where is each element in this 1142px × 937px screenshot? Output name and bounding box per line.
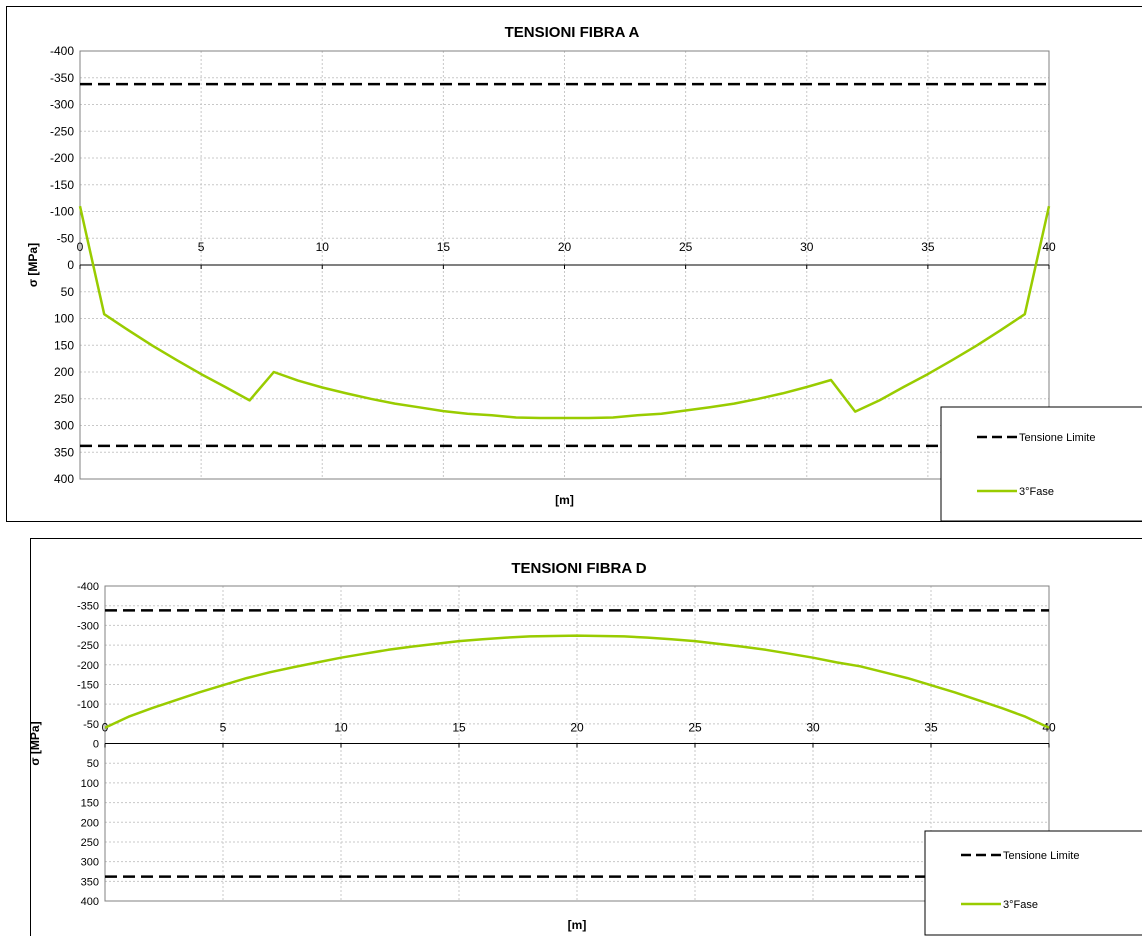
- x-tick-label: 40: [1042, 240, 1056, 254]
- legend-box: [940, 406, 1142, 522]
- y-tick-label: 0: [93, 739, 99, 751]
- y-tick-label: -350: [77, 601, 99, 613]
- x-tick-label: 15: [437, 240, 451, 254]
- y-tick-label: 350: [54, 445, 74, 459]
- y-tick-label: -300: [77, 620, 99, 632]
- y-tick-label: 100: [54, 312, 74, 326]
- y-tick-label: -200: [50, 151, 74, 165]
- y-tick-label: 350: [81, 876, 99, 888]
- y-tick-label: -100: [77, 699, 99, 711]
- y-tick-label: -150: [50, 178, 74, 192]
- legend-label: 3°Fase: [1019, 486, 1054, 498]
- chart-title: TENSIONI FIBRA D: [511, 560, 646, 577]
- legend-label: Tensione Limite: [1003, 850, 1079, 862]
- x-axis-label: [m]: [555, 493, 574, 507]
- y-tick-label: 400: [54, 472, 74, 486]
- y-tick-label: 400: [81, 896, 99, 908]
- y-tick-label: -50: [83, 719, 99, 731]
- y-tick-label: 0: [67, 258, 74, 272]
- chart-fibra-a: TENSIONI FIBRA A -400 -350 -300 -250 -200 -150…: [26, 24, 1142, 522]
- x-tick-label: 5: [220, 721, 227, 735]
- y-tick-label: 300: [54, 419, 74, 433]
- y-tick-label: -400: [50, 44, 74, 58]
- y-tick-label: 50: [61, 285, 75, 299]
- x-tick-label: 35: [921, 240, 935, 254]
- y-tick-label: 250: [81, 837, 99, 849]
- chart-title: TENSIONI FIBRA A: [505, 24, 640, 41]
- x-tick-label: 35: [924, 721, 938, 735]
- series-line-3-fase: [78, 205, 1051, 420]
- y-tick-label: -150: [77, 679, 99, 691]
- y-tick-label: -250: [77, 640, 99, 652]
- x-tick-label: 10: [316, 240, 330, 254]
- x-tick-label: 0: [77, 240, 84, 254]
- x-tick-label: 15: [452, 721, 466, 735]
- x-tick-label: 40: [1042, 721, 1056, 735]
- y-tick-label: -250: [50, 124, 74, 138]
- chart-panel-fibra-d: TENSIONI FIBRA D -400 -350 -300 -250 -200 -150…: [28, 538, 1142, 936]
- y-tick-label: -400: [77, 581, 99, 593]
- x-tick-label: 20: [570, 721, 584, 735]
- x-tick-label: 30: [806, 721, 820, 735]
- x-tick-label: 5: [198, 240, 205, 254]
- legend-label: Tensione Limite: [1019, 432, 1095, 444]
- y-tick-label: -100: [50, 205, 74, 219]
- y-tick-label: 100: [81, 778, 99, 790]
- x-tick-label: 25: [688, 721, 702, 735]
- y-tick-label: -350: [50, 71, 74, 85]
- x-tick-label: 10: [334, 721, 348, 735]
- chart-panel-fibra-a: TENSIONI FIBRA A -400 -350 -300 -250 -200 -150…: [6, 6, 1142, 522]
- y-axis-label: σ [MPa]: [28, 721, 42, 765]
- y-tick-label: 200: [54, 365, 74, 379]
- y-tick-label: -200: [77, 660, 99, 672]
- x-tick-label: 20: [558, 240, 572, 254]
- y-tick-label: 200: [81, 817, 99, 829]
- legend-label: 3°Fase: [1003, 899, 1038, 911]
- y-tick-label: 300: [81, 857, 99, 869]
- series-line-3-fase: [104, 634, 1050, 729]
- x-axis-label: [m]: [568, 918, 587, 932]
- x-tick-label: 25: [679, 240, 693, 254]
- y-tick-label: -300: [50, 98, 74, 112]
- y-tick-label: -50: [57, 231, 75, 245]
- y-tick-label: 150: [81, 798, 99, 810]
- y-tick-label: 250: [54, 392, 74, 406]
- legend-box: [924, 830, 1142, 936]
- y-axis-label: σ [MPa]: [26, 243, 40, 287]
- y-tick-label: 150: [54, 338, 74, 352]
- y-tick-label: 50: [87, 758, 99, 770]
- chart-fibra-d: TENSIONI FIBRA D -400 -350 -300 -250 -200 -150…: [28, 560, 1142, 936]
- x-tick-label: 30: [800, 240, 814, 254]
